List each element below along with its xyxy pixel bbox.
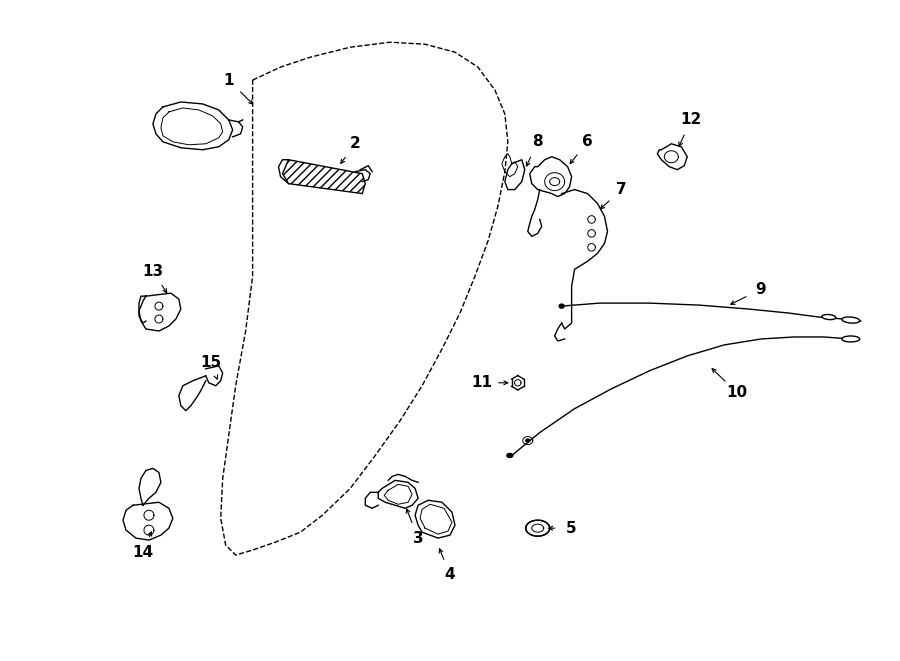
Polygon shape [283,160,365,194]
Text: 5: 5 [566,521,577,535]
Text: 3: 3 [413,531,423,545]
Text: 6: 6 [582,134,593,149]
Text: 15: 15 [200,356,221,370]
Text: 4: 4 [445,567,455,582]
Text: 13: 13 [142,264,164,279]
Text: 14: 14 [132,545,154,560]
Text: 7: 7 [616,182,626,197]
Text: 11: 11 [472,375,492,390]
Ellipse shape [559,304,564,308]
Text: 1: 1 [223,73,234,87]
Text: 12: 12 [680,112,702,128]
Text: 9: 9 [756,282,766,297]
Text: 2: 2 [350,136,361,151]
Ellipse shape [842,317,859,323]
Ellipse shape [507,453,513,457]
Ellipse shape [842,336,859,342]
Text: 8: 8 [533,134,543,149]
Text: 10: 10 [726,385,748,401]
Ellipse shape [822,315,836,320]
Ellipse shape [526,439,530,442]
